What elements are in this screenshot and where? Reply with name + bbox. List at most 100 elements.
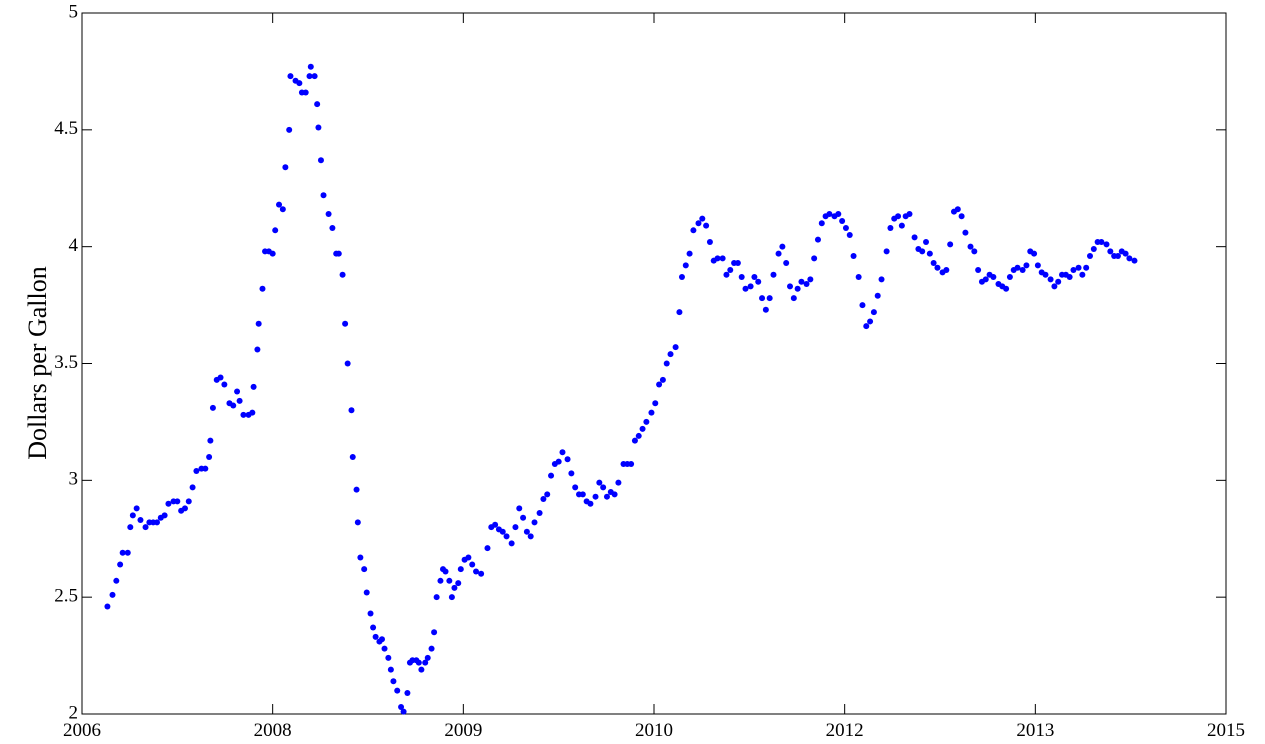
y-tick-label: 5: [69, 1, 79, 22]
data-point: [975, 267, 982, 274]
data-point: [775, 250, 782, 257]
y-tick-label: 2.5: [54, 586, 78, 607]
data-point: [527, 533, 534, 540]
data-point: [742, 285, 749, 292]
data-point: [759, 295, 766, 302]
data-point: [850, 253, 857, 260]
data-point: [790, 295, 797, 302]
data-point: [113, 577, 120, 584]
data-point: [311, 73, 318, 80]
data-point: [803, 281, 810, 288]
data-point: [990, 274, 997, 281]
data-point: [919, 248, 926, 255]
data-point: [127, 524, 134, 531]
data-point: [398, 703, 405, 710]
data-point: [404, 689, 411, 696]
data-point: [572, 484, 579, 491]
data-point: [512, 524, 519, 531]
data-point: [335, 250, 342, 257]
data-point: [202, 465, 209, 472]
data-point: [751, 274, 758, 281]
data-point: [385, 654, 392, 661]
data-point: [240, 411, 247, 418]
data-point: [1114, 253, 1121, 260]
data-point: [883, 248, 890, 255]
data-point: [870, 309, 877, 316]
x-tick-label: 2010: [635, 720, 673, 741]
data-point: [967, 243, 974, 250]
x-tick-label: 2015: [1207, 720, 1245, 741]
data-point: [643, 418, 650, 425]
data-point: [279, 206, 286, 213]
data-point: [1047, 276, 1054, 283]
data-point: [762, 306, 769, 313]
data-point: [390, 678, 397, 685]
data-point: [690, 227, 697, 234]
data-point: [254, 346, 261, 353]
data-point: [153, 519, 160, 526]
data-point: [639, 425, 646, 432]
y-tick-label: 3.5: [54, 352, 78, 373]
data-point: [738, 274, 745, 281]
data-point: [783, 260, 790, 267]
data-point: [433, 594, 440, 601]
data-point: [259, 285, 266, 292]
data-point: [503, 533, 510, 540]
data-point: [656, 381, 663, 388]
data-point: [124, 549, 131, 556]
data-point: [1126, 255, 1133, 262]
data-point: [465, 554, 472, 561]
data-point: [508, 540, 515, 547]
data-point: [424, 654, 431, 661]
data-point: [381, 645, 388, 652]
data-point: [1006, 274, 1013, 281]
data-point: [348, 407, 355, 414]
data-point: [971, 248, 978, 255]
data-point: [863, 323, 870, 330]
data-point: [1003, 285, 1010, 292]
data-point: [400, 708, 407, 715]
data-point: [846, 231, 853, 238]
data-point: [207, 437, 214, 444]
data-point: [137, 517, 144, 524]
data-point: [230, 402, 237, 409]
data-point: [523, 528, 530, 535]
data-point: [185, 498, 192, 505]
data-point: [1066, 274, 1073, 281]
data-point: [286, 126, 293, 133]
data-point: [174, 498, 181, 505]
data-point: [727, 267, 734, 274]
data-point: [418, 666, 425, 673]
data-point: [544, 491, 551, 498]
data-point: [835, 210, 842, 217]
data-point: [234, 388, 241, 395]
data-point: [282, 164, 289, 171]
data-point: [723, 271, 730, 278]
data-point: [193, 467, 200, 474]
data-point: [628, 460, 635, 467]
data-point: [478, 570, 485, 577]
x-tick-label: 2012: [826, 720, 864, 741]
data-point: [587, 500, 594, 507]
data-point: [484, 545, 491, 552]
data-point: [678, 274, 685, 281]
data-point: [579, 491, 586, 498]
y-axis-label: Dollars per Gallon: [23, 266, 52, 460]
data-point: [1055, 278, 1062, 285]
data-point: [930, 260, 937, 267]
data-point: [672, 344, 679, 351]
data-point: [603, 493, 610, 500]
data-point: [958, 213, 965, 220]
data-point: [1131, 257, 1138, 264]
data-point: [962, 229, 969, 236]
data-point: [667, 351, 674, 358]
data-point: [457, 566, 464, 573]
data-point: [363, 589, 370, 596]
y-tick-label: 3: [69, 469, 79, 490]
data-point: [719, 255, 726, 262]
data-point: [329, 224, 336, 231]
data-point: [473, 568, 480, 575]
data-point: [1122, 250, 1129, 257]
data-point: [1023, 262, 1030, 269]
